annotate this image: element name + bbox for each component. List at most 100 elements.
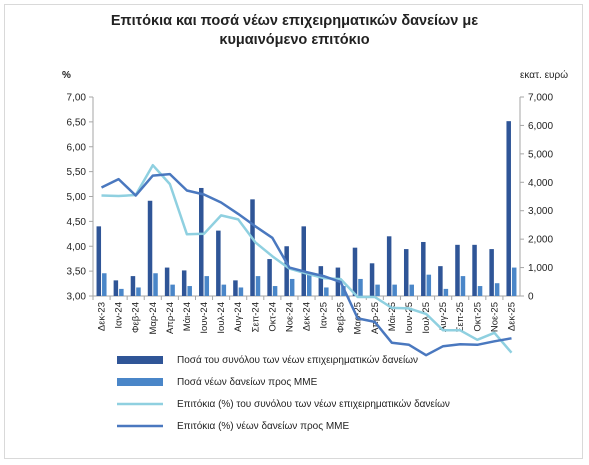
bar-sme-amount — [153, 273, 158, 296]
x-tick-label: Σεπ-24 — [250, 302, 261, 332]
chart-title: Επιτόκια και ποσά νέων επιχειρηματικών δ… — [0, 12, 589, 50]
chart-title-line-2: κυμαινόμενο επιτόκιο — [219, 32, 370, 48]
bar-total-amount — [352, 247, 358, 296]
bar-sme-amount — [187, 286, 192, 296]
bar-sme-amount — [204, 276, 210, 296]
x-tick-label: Μάι-24 — [182, 302, 193, 331]
bar-sme-amount — [289, 278, 295, 296]
x-tick-label: Νοε-24 — [284, 302, 295, 332]
x-tick-label: Ιουλ-25 — [421, 302, 432, 334]
left-axis-unit: % — [62, 70, 71, 81]
bar-sme-amount — [392, 284, 397, 296]
bar-total-amount — [96, 226, 102, 296]
left-tick-label: 3,00 — [67, 292, 87, 303]
x-tick-label: Δεκ-23 — [97, 302, 108, 331]
bar-sme-amount — [238, 287, 244, 296]
bar-total-amount — [403, 249, 409, 296]
right-tick-label: 5,000 — [528, 149, 553, 160]
x-tick-label: Ιαν-24 — [114, 302, 125, 329]
bar-total-amount — [233, 280, 238, 296]
bar-total-amount — [421, 241, 426, 296]
x-tick-label: Δεκ-25 — [506, 302, 517, 331]
bar-total-amount — [386, 236, 392, 296]
left-tick-label: 6,00 — [67, 142, 87, 153]
bar-sme-amount — [443, 288, 449, 296]
legend-label-sme-rate: Επιτόκια (%) νέων δανείων προς ΜΜΕ — [177, 421, 350, 432]
bar-sme-amount — [494, 283, 500, 296]
bar-total-amount — [438, 266, 443, 296]
x-tick-label: Οκτ-24 — [267, 302, 278, 332]
bar-total-amount — [130, 276, 136, 296]
x-tick-label: Φεβ-24 — [131, 302, 142, 333]
line-total-rate — [101, 163, 513, 354]
bar-total-amount — [489, 249, 494, 296]
bar-sme-amount — [409, 284, 414, 296]
x-tick-label: Μαρ-24 — [148, 302, 159, 335]
bar-total-amount — [250, 199, 255, 296]
bar-total-amount — [506, 121, 511, 297]
right-tick-label: 6,000 — [528, 121, 553, 132]
x-tick-label: Νοε-25 — [489, 302, 500, 332]
x-tick-label: Οκτ-25 — [472, 302, 483, 332]
bar-total-amount — [284, 246, 289, 296]
bar-total-amount — [455, 244, 460, 296]
bar-sme-amount — [324, 287, 329, 296]
left-tick-label: 4,50 — [67, 217, 87, 228]
bar-total-amount — [199, 187, 204, 296]
bar-sme-amount — [255, 276, 261, 296]
right-tick-label: 7,000 — [528, 93, 553, 104]
x-tick-label: Μάι-25 — [387, 302, 398, 331]
bar-sme-amount — [477, 286, 483, 296]
bar-total-amount — [369, 263, 375, 296]
x-tick-label: Αυγ-25 — [438, 302, 449, 332]
chart-title-line-1: Επιτόκια και ποσά νέων επιχειρηματικών δ… — [110, 13, 479, 29]
legend-swatch-total-amount — [117, 356, 163, 364]
left-tick-label: 6,50 — [67, 117, 87, 128]
x-tick-label: Ιουν-24 — [199, 302, 210, 334]
bar-sme-amount — [272, 286, 278, 296]
x-tick-label: Ιουλ-24 — [216, 302, 227, 334]
left-tick-label: 5,00 — [67, 192, 87, 203]
bar-sme-amount — [307, 273, 312, 296]
bar-sme-amount — [341, 286, 346, 296]
x-tick-label: Απρ-24 — [165, 302, 176, 334]
legend-swatch-sme-amount — [117, 378, 163, 386]
bar-sme-amount — [102, 273, 107, 296]
left-tick-label: 5,50 — [67, 167, 87, 178]
right-tick-label: 0 — [528, 292, 534, 303]
bar-total-amount — [318, 266, 324, 296]
legend-label-sme-amount: Ποσά νέων δανείων προς ΜΜΕ — [177, 377, 318, 388]
bar-sme-amount — [460, 276, 466, 296]
x-tick-label: Ιουν-25 — [404, 302, 415, 334]
bar-total-amount — [113, 280, 119, 296]
bar-sme-amount — [375, 284, 380, 296]
x-tick-label: Απρ-25 — [370, 302, 381, 334]
left-tick-label: 3,50 — [67, 267, 87, 278]
legend-swatch-sme-rate — [117, 424, 163, 428]
right-tick-label: 3,000 — [528, 206, 553, 217]
bar-sme-amount — [221, 284, 227, 296]
bar-total-amount — [301, 226, 306, 296]
left-tick-label: 7,00 — [67, 93, 87, 104]
x-tick-label: Δεκ-24 — [302, 302, 313, 331]
bar-total-amount — [181, 270, 187, 296]
bar-sme-amount — [136, 287, 141, 296]
bar-sme-amount — [358, 278, 363, 296]
bar-total-amount — [267, 259, 272, 296]
line-sme-rate — [100, 172, 512, 357]
legend-label-total-rate: Επιτόκια (%) του συνόλου των νέων επιχει… — [177, 399, 450, 410]
x-tick-label: Αυγ-24 — [233, 302, 244, 332]
bar-sme-amount — [119, 288, 124, 296]
x-tick-label: Σεπ-25 — [455, 302, 466, 332]
x-tick-label: Φεβ-25 — [336, 302, 347, 333]
x-tick-label: Ιαν-25 — [319, 302, 330, 329]
legend-label-total-amount: Ποσά του συνόλου των νέων επιχειρηματικώ… — [177, 355, 419, 366]
left-tick-label: 4,00 — [67, 242, 87, 253]
bar-sme-amount — [511, 267, 517, 296]
bar-total-amount — [147, 200, 153, 296]
right-tick-label: 1,000 — [528, 263, 553, 274]
right-tick-label: 4,000 — [528, 178, 553, 189]
bar-total-amount — [164, 267, 170, 296]
bar-total-amount — [216, 230, 221, 296]
